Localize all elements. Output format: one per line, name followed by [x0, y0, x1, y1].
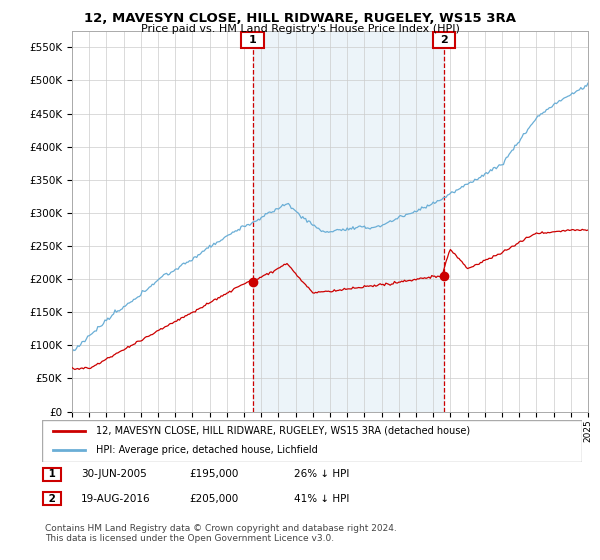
Text: HPI: Average price, detached house, Lichfield: HPI: Average price, detached house, Lich… [96, 445, 318, 455]
Text: £195,000: £195,000 [189, 469, 238, 479]
Text: £205,000: £205,000 [189, 494, 238, 504]
Text: 41% ↓ HPI: 41% ↓ HPI [294, 494, 349, 504]
Text: 1: 1 [45, 469, 59, 479]
Text: 1: 1 [249, 35, 256, 45]
FancyBboxPatch shape [241, 32, 264, 48]
Text: 12, MAVESYN CLOSE, HILL RIDWARE, RUGELEY, WS15 3RA: 12, MAVESYN CLOSE, HILL RIDWARE, RUGELEY… [84, 12, 516, 25]
FancyBboxPatch shape [42, 420, 582, 462]
FancyBboxPatch shape [433, 32, 455, 48]
Text: 26% ↓ HPI: 26% ↓ HPI [294, 469, 349, 479]
Text: 19-AUG-2016: 19-AUG-2016 [81, 494, 151, 504]
Text: 12, MAVESYN CLOSE, HILL RIDWARE, RUGELEY, WS15 3RA (detached house): 12, MAVESYN CLOSE, HILL RIDWARE, RUGELEY… [96, 426, 470, 436]
Text: Price paid vs. HM Land Registry's House Price Index (HPI): Price paid vs. HM Land Registry's House … [140, 24, 460, 34]
Text: Contains HM Land Registry data © Crown copyright and database right 2024.
This d: Contains HM Land Registry data © Crown c… [45, 524, 397, 543]
Text: 2: 2 [440, 35, 448, 45]
Bar [253, 31, 444, 412]
Text: 2: 2 [45, 494, 59, 504]
Text: 30-JUN-2005: 30-JUN-2005 [81, 469, 147, 479]
